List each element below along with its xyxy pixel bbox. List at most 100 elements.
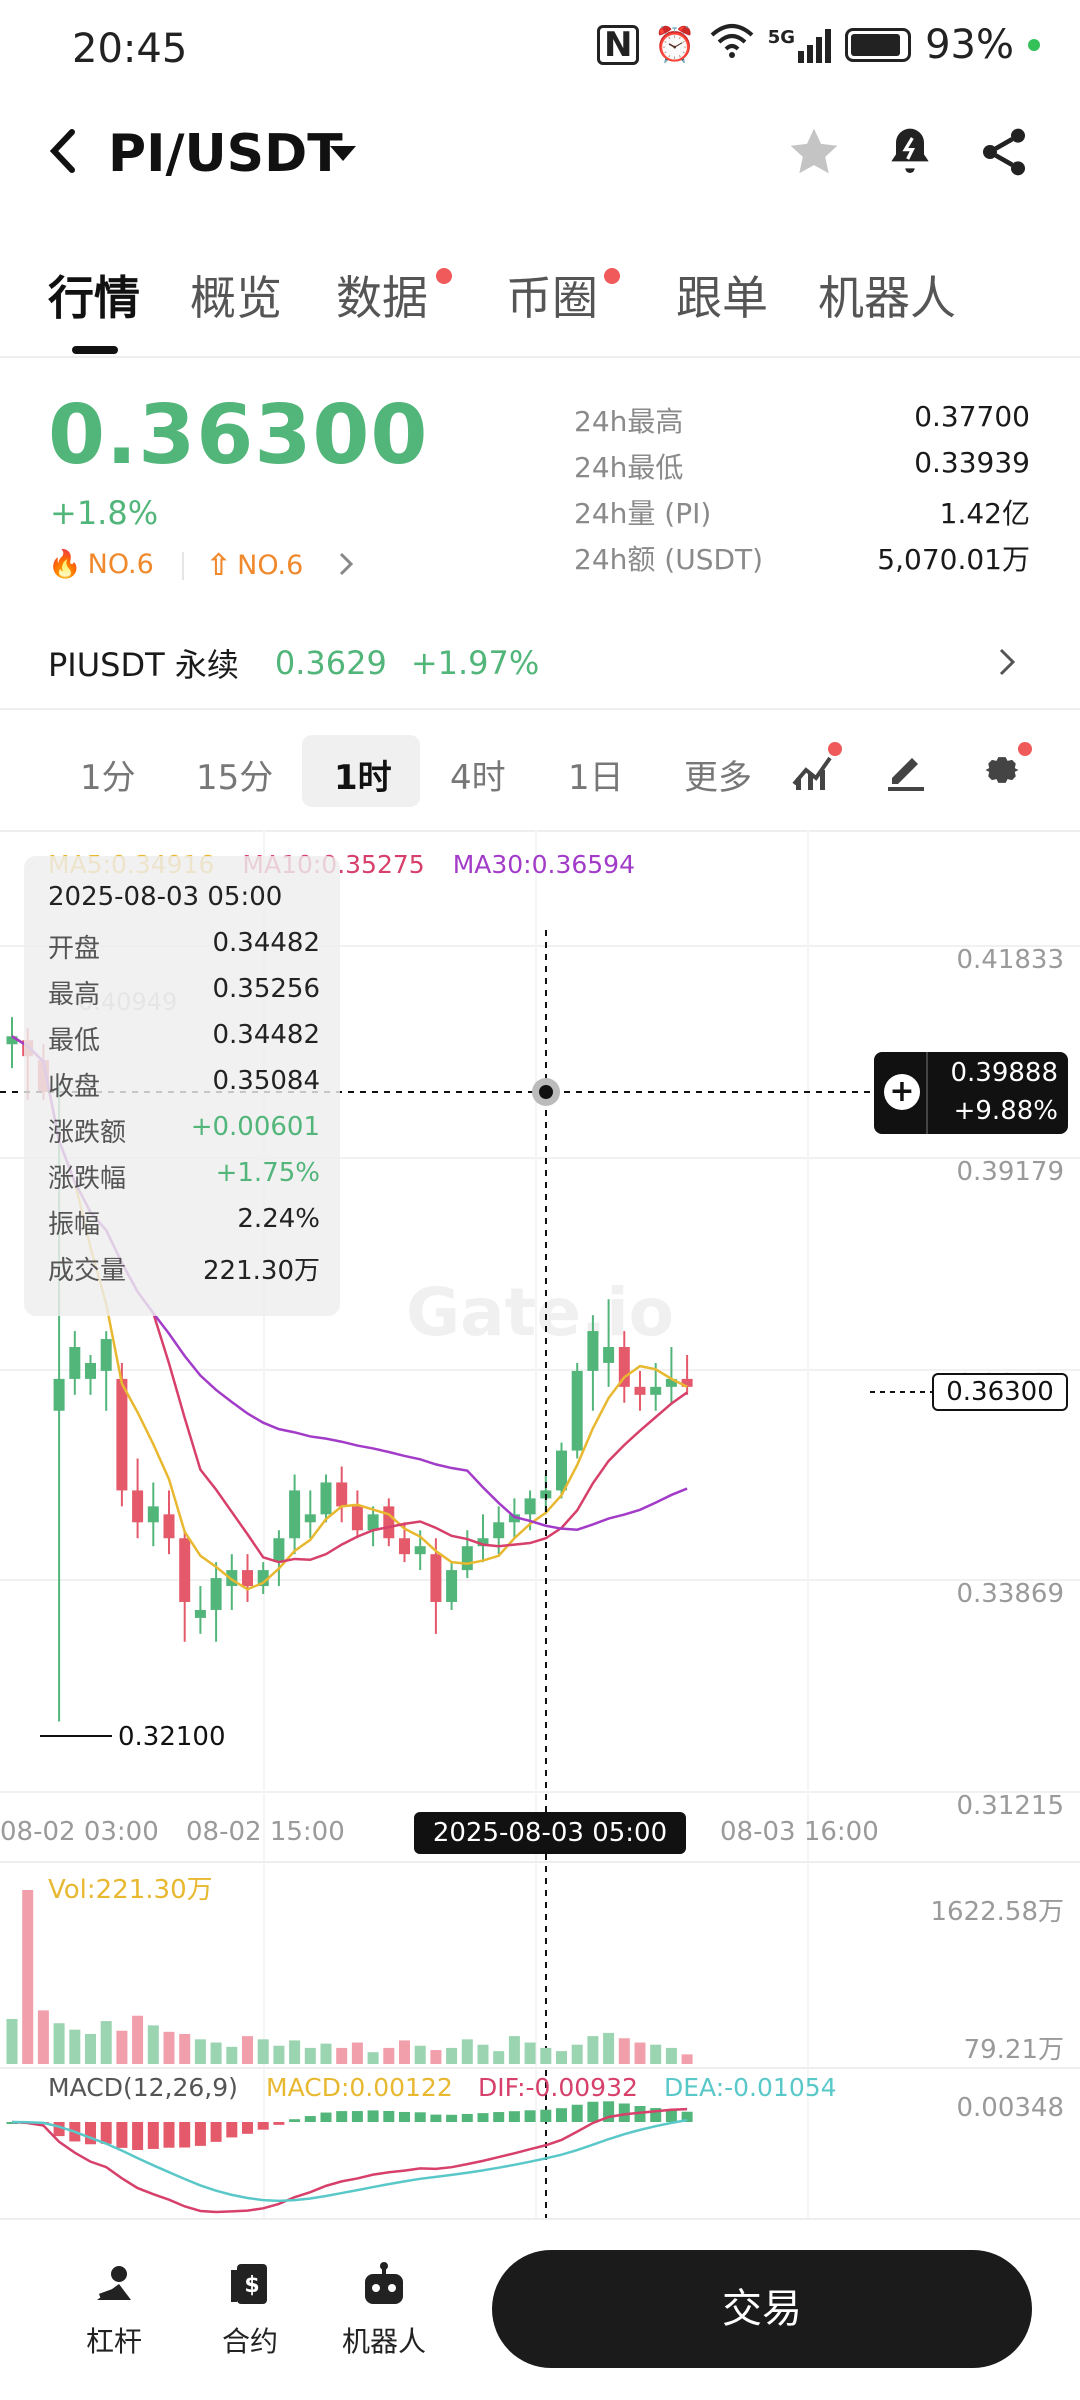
volume-bar (194, 2039, 206, 2064)
candle-body (53, 1378, 65, 1411)
volume-bar (571, 2044, 583, 2064)
crosshair-price-divider (926, 1052, 928, 1134)
volume-bar (634, 2042, 646, 2064)
tooltip-row: 最低 0.34482 (48, 1020, 320, 1056)
tab-overview[interactable]: 概览 (190, 271, 282, 325)
candle-body (242, 1570, 253, 1587)
nfc-icon: N (596, 25, 640, 65)
candle-body (367, 1514, 379, 1531)
add-order-icon[interactable]: + (884, 1074, 920, 1110)
status-time: 20:45 (72, 26, 188, 72)
macd-title: MACD(12,26,9) (48, 2073, 238, 2102)
candle-body (100, 1339, 112, 1371)
candle-body (461, 1546, 473, 1571)
draw-tool-button[interactable] (884, 748, 928, 796)
wifi-icon (710, 23, 754, 67)
candle-body (603, 1347, 615, 1363)
macd-bar (603, 2101, 615, 2122)
tooltip-row: 成交量 221.30万 (48, 1256, 320, 1286)
tooltip-datetime: 2025-08-03 05:00 (48, 882, 283, 912)
candle-body (304, 1514, 316, 1523)
share-button[interactable] (976, 124, 1032, 184)
volume-bar (681, 2054, 693, 2064)
crosshair-time: 2025-08-03 05:00 (414, 1812, 686, 1854)
perpetual-chevron-icon[interactable] (996, 644, 1018, 684)
candlestick-chart[interactable]: Gate.io0.418330.391790.365240.338690.312… (0, 830, 1080, 2218)
indicator-icon (792, 756, 832, 790)
perpetual-link[interactable]: PIUSDT 永续 0.3629 +1.97% (48, 640, 539, 686)
macd-bar (367, 2110, 379, 2122)
nav-margin[interactable]: 杠杆 (54, 2260, 174, 2360)
hot-rank[interactable]: 🔥 NO.6 (48, 548, 154, 581)
timeframe-15m[interactable]: 15分 (196, 758, 274, 798)
crosshair-pct: +9.88% (953, 1096, 1058, 1126)
tooltip-row: 涨跌额 +0.00601 (48, 1112, 320, 1148)
pair-dropdown-icon[interactable] (330, 146, 356, 161)
volume-bar (399, 2040, 410, 2064)
pair-title[interactable]: PI/USDT (108, 124, 343, 184)
trade-button[interactable]: 交易 (492, 2250, 1032, 2368)
star-icon (790, 128, 838, 174)
candle-body (6, 1036, 18, 1045)
macd-bar (289, 2119, 301, 2122)
tab-market[interactable]: 行情 (48, 271, 140, 325)
nav-futures[interactable]: $ 合约 (190, 2260, 310, 2360)
crosshair-price-box[interactable]: + 0.39888 +9.88% (874, 1052, 1068, 1134)
tab-community[interactable]: 币圈 (506, 271, 598, 325)
candle-body (665, 1378, 677, 1387)
volume-bar (289, 2040, 301, 2064)
candle-body (132, 1490, 144, 1523)
timeframe-active-bg (302, 735, 420, 807)
tabs-divider (0, 356, 1080, 358)
nav-bots-label: 机器人 (341, 2325, 426, 2358)
tab-bots[interactable]: 机器人 (818, 271, 956, 325)
volume-bar (556, 2051, 567, 2064)
tooltip-row: 振幅 2.24% (48, 1204, 320, 1240)
macd-bar (571, 2104, 583, 2122)
macd-bar (304, 2116, 316, 2122)
chart-settings-button[interactable] (980, 742, 1032, 796)
volume-bar (383, 2047, 395, 2064)
candle-body (210, 1578, 222, 1610)
candle-body (69, 1347, 81, 1379)
timeframe-4h[interactable]: 4时 (450, 758, 506, 798)
favorite-button[interactable] (786, 124, 842, 184)
tooltip-row: 开盘 0.34482 (48, 928, 320, 964)
indicator-button[interactable] (790, 742, 842, 796)
gain-rank[interactable]: ⇧ NO.6 (206, 548, 303, 583)
main-tabs: 行情 概览 数据 币圈 跟单 机器人 (0, 262, 1080, 362)
ma5-line (11, 1035, 688, 1591)
macd-bar (383, 2110, 395, 2122)
volume-bar (132, 2015, 144, 2064)
tab-data[interactable]: 数据 (336, 271, 428, 325)
price-change-percent: +1.8% (50, 494, 159, 532)
rank-chevron-icon[interactable] (336, 548, 356, 584)
candle-body (336, 1482, 348, 1507)
candle-body (650, 1386, 662, 1395)
macd-bar (147, 2122, 159, 2149)
volume-bar (100, 2021, 112, 2064)
timeframe-1m[interactable]: 1分 (80, 758, 136, 798)
candle-body (194, 1609, 206, 1618)
candle-body (681, 1378, 693, 1387)
candle-body (618, 1347, 630, 1387)
back-button[interactable] (44, 126, 84, 176)
nav-bots[interactable]: 机器人 (324, 2260, 444, 2360)
active-tab-indicator (72, 346, 118, 354)
price-alert-button[interactable] (882, 124, 938, 184)
timeframe-1d[interactable]: 1日 (568, 758, 624, 798)
tab-copy-trading[interactable]: 跟单 (676, 271, 768, 325)
volume-bar (273, 2045, 285, 2064)
volume-legend: Vol:221.30万 (48, 1875, 213, 1905)
timeframe-1h[interactable]: 1时 (334, 758, 392, 798)
up-arrow-icon: ⇧ (206, 548, 232, 583)
volume-bar (210, 2042, 222, 2064)
y-axis-label: 0.41833 (956, 945, 1064, 975)
timeframe-more[interactable]: 更多 (684, 758, 752, 798)
volume-bar (618, 2038, 630, 2064)
candle-body (383, 1506, 395, 1539)
macd-dea: DEA:-0.01054 (664, 2073, 837, 2102)
gear-icon (985, 757, 1019, 783)
macd-bar (163, 2122, 175, 2148)
candle-body (273, 1538, 285, 1563)
